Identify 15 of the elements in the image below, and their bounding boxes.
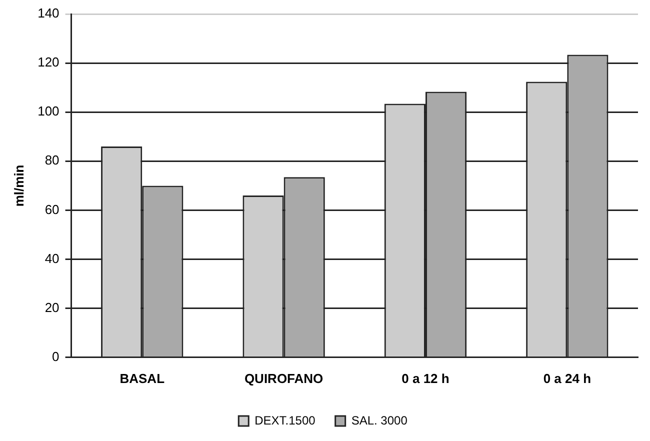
legend-label: DEXT.1500 <box>254 413 316 428</box>
y-tick-label: 140 <box>38 6 60 21</box>
x-tick-label: 0 a 24 h <box>543 370 592 386</box>
legend-label: SAL. 3000 <box>351 413 408 428</box>
y-tick-label: 60 <box>44 202 60 217</box>
x-tick-label: QUIROFANO <box>244 370 324 386</box>
x-tick-label: 0 a 12 h <box>402 370 450 386</box>
y-tick-label: 0 <box>52 348 60 364</box>
y-tick-label: 100 <box>38 104 60 119</box>
y-tick-label: 20 <box>44 300 60 315</box>
y-tick-label: 80 <box>44 152 60 168</box>
y-axis-title: ml/min <box>11 164 26 207</box>
y-tick-label: 40 <box>44 250 60 266</box>
y-tick-label: 120 <box>38 54 60 70</box>
x-tick-label: BASAL <box>120 370 165 386</box>
